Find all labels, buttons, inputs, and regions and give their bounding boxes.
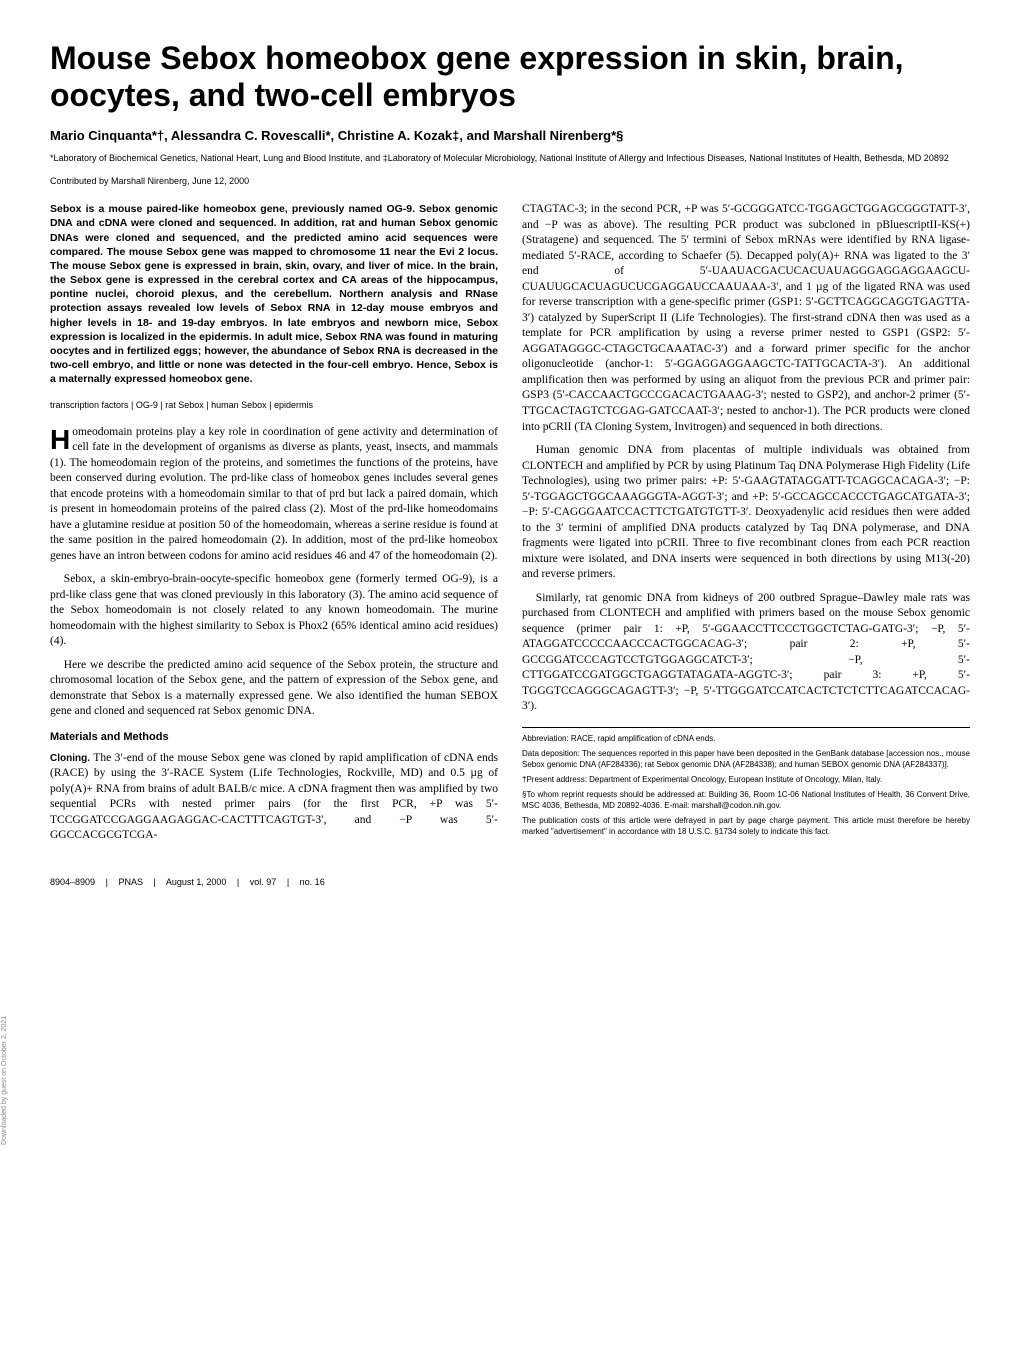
contributed-line: Contributed by Marshall Nirenberg, June …	[50, 176, 970, 186]
fn-section: §To whom reprint requests should be addr…	[522, 790, 970, 811]
intro-text: omeodomain proteins play a key role in c…	[50, 426, 498, 562]
cloning-runin: Cloning.	[50, 753, 90, 764]
col2-para2: Human genomic DNA from placentas of mult…	[522, 443, 970, 583]
footer-pages: 8904–8909	[50, 877, 95, 887]
cloning-paragraph: Cloning. The 3′-end of the mouse Sebox g…	[50, 751, 498, 844]
dropcap: H	[50, 427, 70, 452]
download-watermark: Downloaded by guest on October 2, 2021	[1, 1016, 8, 1145]
here-paragraph: Here we describe the predicted amino aci…	[50, 658, 498, 720]
footer-no: no. 16	[300, 877, 325, 887]
col2-para3: Similarly, rat genomic DNA from kidneys …	[522, 591, 970, 715]
intro-paragraph: Homeodomain proteins play a key role in …	[50, 425, 498, 565]
footer-sep: |	[287, 877, 289, 887]
footer-pnas: PNAS	[118, 877, 143, 887]
abstract: Sebox is a mouse paired-like homeobox ge…	[50, 202, 498, 386]
fn-dagger: †Present address: Department of Experime…	[522, 775, 970, 785]
paper-title: Mouse Sebox homeobox gene expression in …	[50, 40, 970, 114]
cloning-text: The 3′-end of the mouse Sebox gene was c…	[50, 752, 498, 842]
footer-date: August 1, 2000	[166, 877, 227, 887]
footer-sep: |	[106, 877, 108, 887]
fn-deposit: Data deposition: The sequences reported …	[522, 749, 970, 770]
sebox-paragraph: Sebox, a skin-embryo-brain-oocyte-specif…	[50, 572, 498, 650]
authors: Mario Cinquanta*†, Alessandra C. Rovesca…	[50, 128, 970, 143]
footer: 8904–8909 | PNAS | August 1, 2000 | vol.…	[50, 877, 970, 887]
keywords: transcription factors | OG-9 | rat Sebox…	[50, 399, 498, 411]
fn-pub: The publication costs of this article we…	[522, 816, 970, 837]
footer-sep: |	[237, 877, 239, 887]
footnotes: Abbreviation: RACE, rapid amplification …	[522, 727, 970, 837]
footer-sep: |	[153, 877, 155, 887]
footer-vol: vol. 97	[250, 877, 277, 887]
methods-heading: Materials and Methods	[50, 730, 498, 745]
col2-para1: CTAGTAC-3; in the second PCR, +P was 5′-…	[522, 202, 970, 435]
body-columns: Sebox is a mouse paired-like homeobox ge…	[50, 202, 970, 847]
fn-abbrev: Abbreviation: RACE, rapid amplification …	[522, 734, 970, 744]
affiliations: *Laboratory of Biochemical Genetics, Nat…	[50, 153, 970, 165]
